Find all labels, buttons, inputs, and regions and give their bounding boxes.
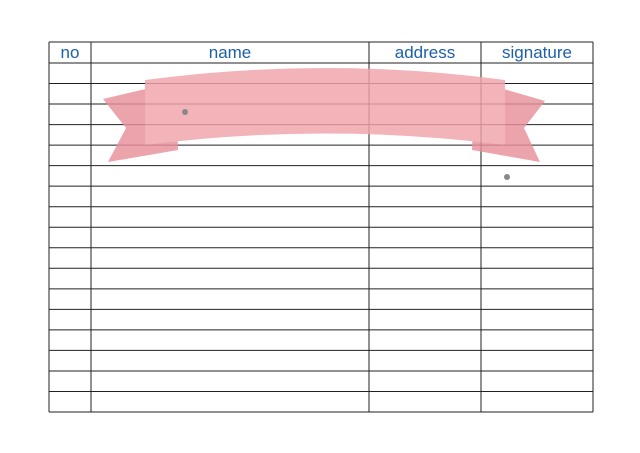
column-header: name <box>209 43 252 62</box>
table-header: no name address signature <box>61 43 572 62</box>
spider-body <box>182 109 188 115</box>
column-header: signature <box>502 43 572 62</box>
column-header: address <box>395 43 455 62</box>
spider-body <box>504 174 510 180</box>
column-header: no <box>61 43 80 62</box>
ribbon-decoration <box>103 68 545 162</box>
ribbon-band <box>145 68 505 145</box>
spider-icon <box>182 109 510 180</box>
